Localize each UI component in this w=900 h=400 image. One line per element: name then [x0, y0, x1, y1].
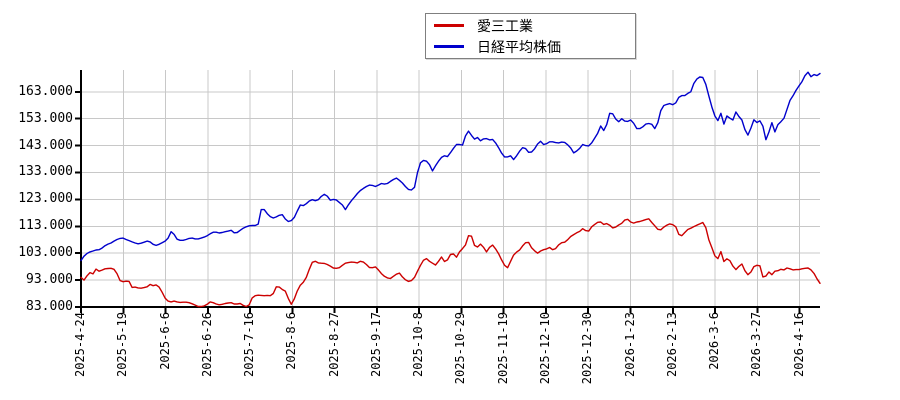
x-tick-label: 2025-12-10	[537, 312, 552, 385]
y-tick-label: 133.000	[18, 164, 73, 180]
x-tick-label: 2025-6-6	[157, 312, 172, 370]
legend-label-nikkei: 日経平均株価	[477, 38, 561, 55]
legend: 愛三工業 日経平均株価	[425, 13, 636, 59]
x-tick-label: 2025-6-26	[199, 312, 214, 378]
x-tick-label: 2025-7-16	[242, 312, 257, 378]
blue-line-swatch-icon	[434, 45, 464, 48]
series-line-aisan	[80, 218, 821, 308]
y-tick-label: 153.000	[18, 110, 73, 126]
y-tick-label: 143.000	[18, 137, 73, 153]
y-tick-label: 83.000	[26, 299, 73, 314]
y-tick-label: 93.000	[26, 272, 73, 288]
x-tick-label: 2026-2-13	[664, 312, 679, 378]
y-tick-label: 103.000	[18, 245, 73, 261]
x-tick-label: 2025-10-29	[453, 312, 468, 385]
y-tick-label: 113.000	[18, 218, 73, 234]
x-tick-label: 2025-11-19	[495, 312, 510, 385]
y-tick-label: 163.000	[18, 83, 73, 99]
x-tick-label: 2025-10-8	[411, 312, 426, 378]
x-tick-label: 2025-9-17	[368, 312, 383, 378]
red-line-swatch-icon	[434, 24, 464, 27]
x-tick-label: 2026-3-27	[749, 312, 764, 378]
x-tick-label: 2026-4-16	[791, 312, 806, 378]
x-tick-label: 2025-8-6	[284, 312, 299, 370]
x-tick-label: 2025-12-30	[580, 312, 595, 385]
x-tick-label: 2026-3-6	[707, 312, 722, 370]
x-tick-label: 2025-8-27	[326, 312, 341, 378]
x-tick-label: 2025-5-19	[115, 312, 130, 378]
series-line-nikkei	[80, 71, 821, 262]
legend-row-aisan: 愛三工業	[434, 19, 635, 33]
x-tick-label: 2025-4-24	[73, 312, 87, 378]
legend-row-nikkei: 日経平均株価	[434, 40, 635, 54]
x-tick-label: 2026-1-23	[622, 312, 637, 378]
legend-label-aisan: 愛三工業	[477, 17, 533, 34]
y-tick-label: 123.000	[18, 191, 73, 207]
